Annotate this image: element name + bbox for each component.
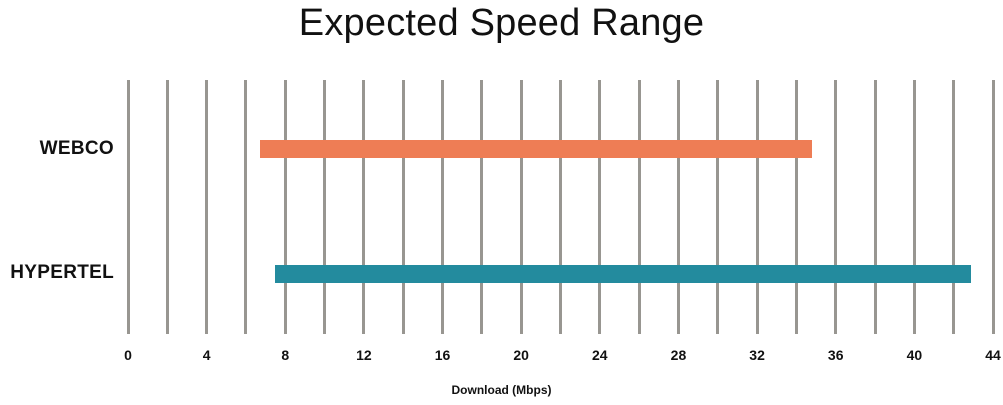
gridline — [283, 80, 287, 334]
gridline — [126, 80, 130, 334]
gridline — [834, 80, 838, 334]
x-tick-label: 16 — [434, 347, 451, 363]
chart-title: Expected Speed Range — [298, 2, 705, 44]
x-tick-label: 8 — [281, 347, 290, 363]
gridline — [480, 80, 484, 334]
x-tick-label: 32 — [749, 347, 765, 363]
gridline — [716, 80, 720, 334]
x-tick-label: 28 — [670, 347, 687, 363]
x-tick-label: 36 — [827, 347, 844, 363]
category-label-webco: WEBCO — [39, 138, 114, 159]
gridline — [323, 80, 327, 334]
x-tick-label: 20 — [513, 347, 529, 363]
plot-area — [126, 80, 995, 334]
x-tick-label: 24 — [592, 347, 608, 363]
gridline — [598, 80, 602, 334]
gridline — [794, 80, 798, 334]
range-bar-hypertel[interactable] — [275, 265, 972, 283]
gridline — [244, 80, 248, 334]
gridline — [637, 80, 641, 334]
x-tick-label: 40 — [906, 347, 923, 363]
gridline — [401, 80, 405, 334]
gridline — [952, 80, 956, 334]
gridline — [441, 80, 445, 334]
gridline — [991, 80, 995, 334]
gridline — [205, 80, 209, 334]
category-label-hypertel: HYPERTEL — [10, 262, 114, 283]
x-tick-label: 0 — [124, 347, 132, 363]
x-tick-label: 44 — [985, 347, 1001, 363]
gridline — [873, 80, 877, 334]
gridline — [362, 80, 366, 334]
x-tick-label: 4 — [202, 347, 211, 363]
gridline — [755, 80, 759, 334]
x-tick-label: 12 — [356, 347, 372, 363]
x-axis-title: Download (Mbps) — [451, 383, 552, 397]
gridline — [165, 80, 169, 334]
gridline — [559, 80, 562, 334]
range-bar-webco[interactable] — [259, 140, 813, 158]
gridline — [676, 80, 680, 334]
gridline — [519, 80, 523, 334]
gridline — [912, 80, 916, 334]
